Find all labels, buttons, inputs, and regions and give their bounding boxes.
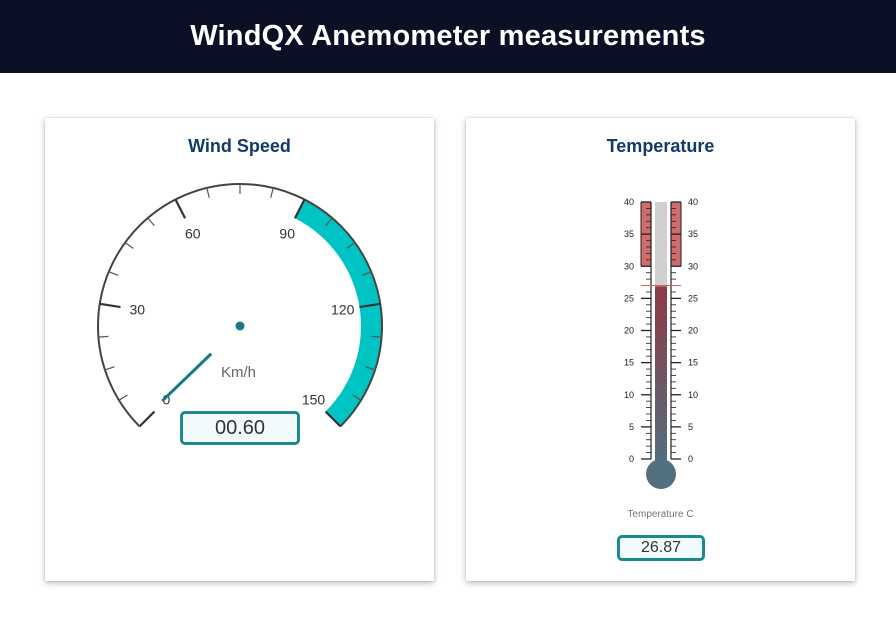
thermo-tick-label-right: 15 (688, 358, 698, 368)
wind-speed-title: Wind Speed (188, 136, 291, 156)
gauge-needle (161, 352, 213, 402)
gauge-tick-label: 30 (129, 302, 145, 318)
thermo-tick-label-left: 10 (624, 390, 634, 400)
gauge-tick-label: 120 (331, 302, 355, 318)
wind-speed-value-display: 00.60 (180, 411, 300, 445)
thermo-tick-label-right: 0 (688, 454, 693, 464)
thermo-tick-label-right: 20 (688, 326, 698, 336)
temperature-card: Temperature 0 0 5 5 10 10 15 15 20 20 25 25 30 30 35 35… (466, 118, 855, 581)
gauge-minor-tick (124, 242, 134, 249)
thermo-tick-label-left: 25 (624, 293, 634, 303)
temperature-title: Temperature (606, 136, 715, 156)
gauge-tick-label: 150 (302, 392, 326, 408)
gauge-minor-tick (346, 242, 356, 249)
gauge-major-tick (99, 302, 121, 309)
thermo-tick-label-right: 30 (688, 261, 698, 271)
wind-speed-card: Wind Speed 0 30 60 90 120 150 Km/h 00.60 (45, 118, 434, 581)
thermo-tick-label-right: 25 (688, 293, 698, 303)
gauge-major-tick (174, 198, 187, 219)
gauge-outer-arc (97, 183, 383, 428)
thermo-tick-label-left: 15 (624, 358, 634, 368)
gauge-highlight-band (294, 199, 382, 427)
thermo-tick-label-left: 5 (629, 422, 634, 432)
thermo-tick-label-right: 10 (688, 390, 698, 400)
temperature-caption: Temperature C (627, 509, 694, 520)
gauge-minor-tick (108, 271, 119, 277)
gauge-minor-tick (325, 217, 333, 227)
thermo-tick-label-right: 40 (688, 197, 698, 207)
gauge-major-tick (293, 198, 306, 219)
thermo-tick-label-left: 30 (624, 261, 634, 271)
thermo-tick-label-right: 35 (688, 229, 698, 239)
page-title: WindQX Anemometer measurements (190, 20, 706, 52)
gauge-major-tick (138, 410, 156, 428)
gauge-tick-label: 60 (185, 225, 201, 241)
gauge-minor-tick (352, 394, 362, 401)
gauge-minor-tick (365, 366, 376, 371)
wind-speed-gauge: 0 30 60 90 120 150 (97, 183, 383, 428)
wind-speed-unit-label: Km/h (221, 364, 257, 381)
temperature-value-display: 26.87 (617, 535, 705, 561)
thermo-tick-label-left: 20 (624, 326, 634, 336)
thermo-tick-label-left: 0 (629, 454, 634, 464)
gauge-minor-tick (104, 366, 115, 371)
gauge-minor-tick (371, 335, 382, 338)
gauge-minor-tick (270, 187, 274, 198)
gauge-major-tick (359, 302, 381, 309)
app-header: WindQX Anemometer measurements (0, 0, 896, 73)
gauge-minor-tick (147, 217, 155, 227)
thermo-bulb (646, 459, 676, 489)
thermo-mercury (655, 286, 667, 467)
gauge-hub (235, 321, 245, 331)
thermo-tick-label-left: 35 (624, 229, 634, 239)
gauge-minor-tick (98, 335, 109, 338)
gauge-tick-label: 0 (163, 392, 171, 408)
thermo-tick-label-right: 5 (688, 422, 693, 432)
gauge-tick-label: 90 (279, 225, 295, 241)
gauge-major-tick (324, 410, 342, 428)
thermo-tick-label-left: 40 (624, 197, 634, 207)
gauge-minor-tick (361, 271, 372, 277)
thermometer-gauge: 0 0 5 5 10 10 15 15 20 20 25 25 30 30 35 35 40 40 (624, 197, 698, 489)
gauge-minor-tick (206, 187, 210, 198)
gauge-minor-tick (118, 394, 128, 401)
